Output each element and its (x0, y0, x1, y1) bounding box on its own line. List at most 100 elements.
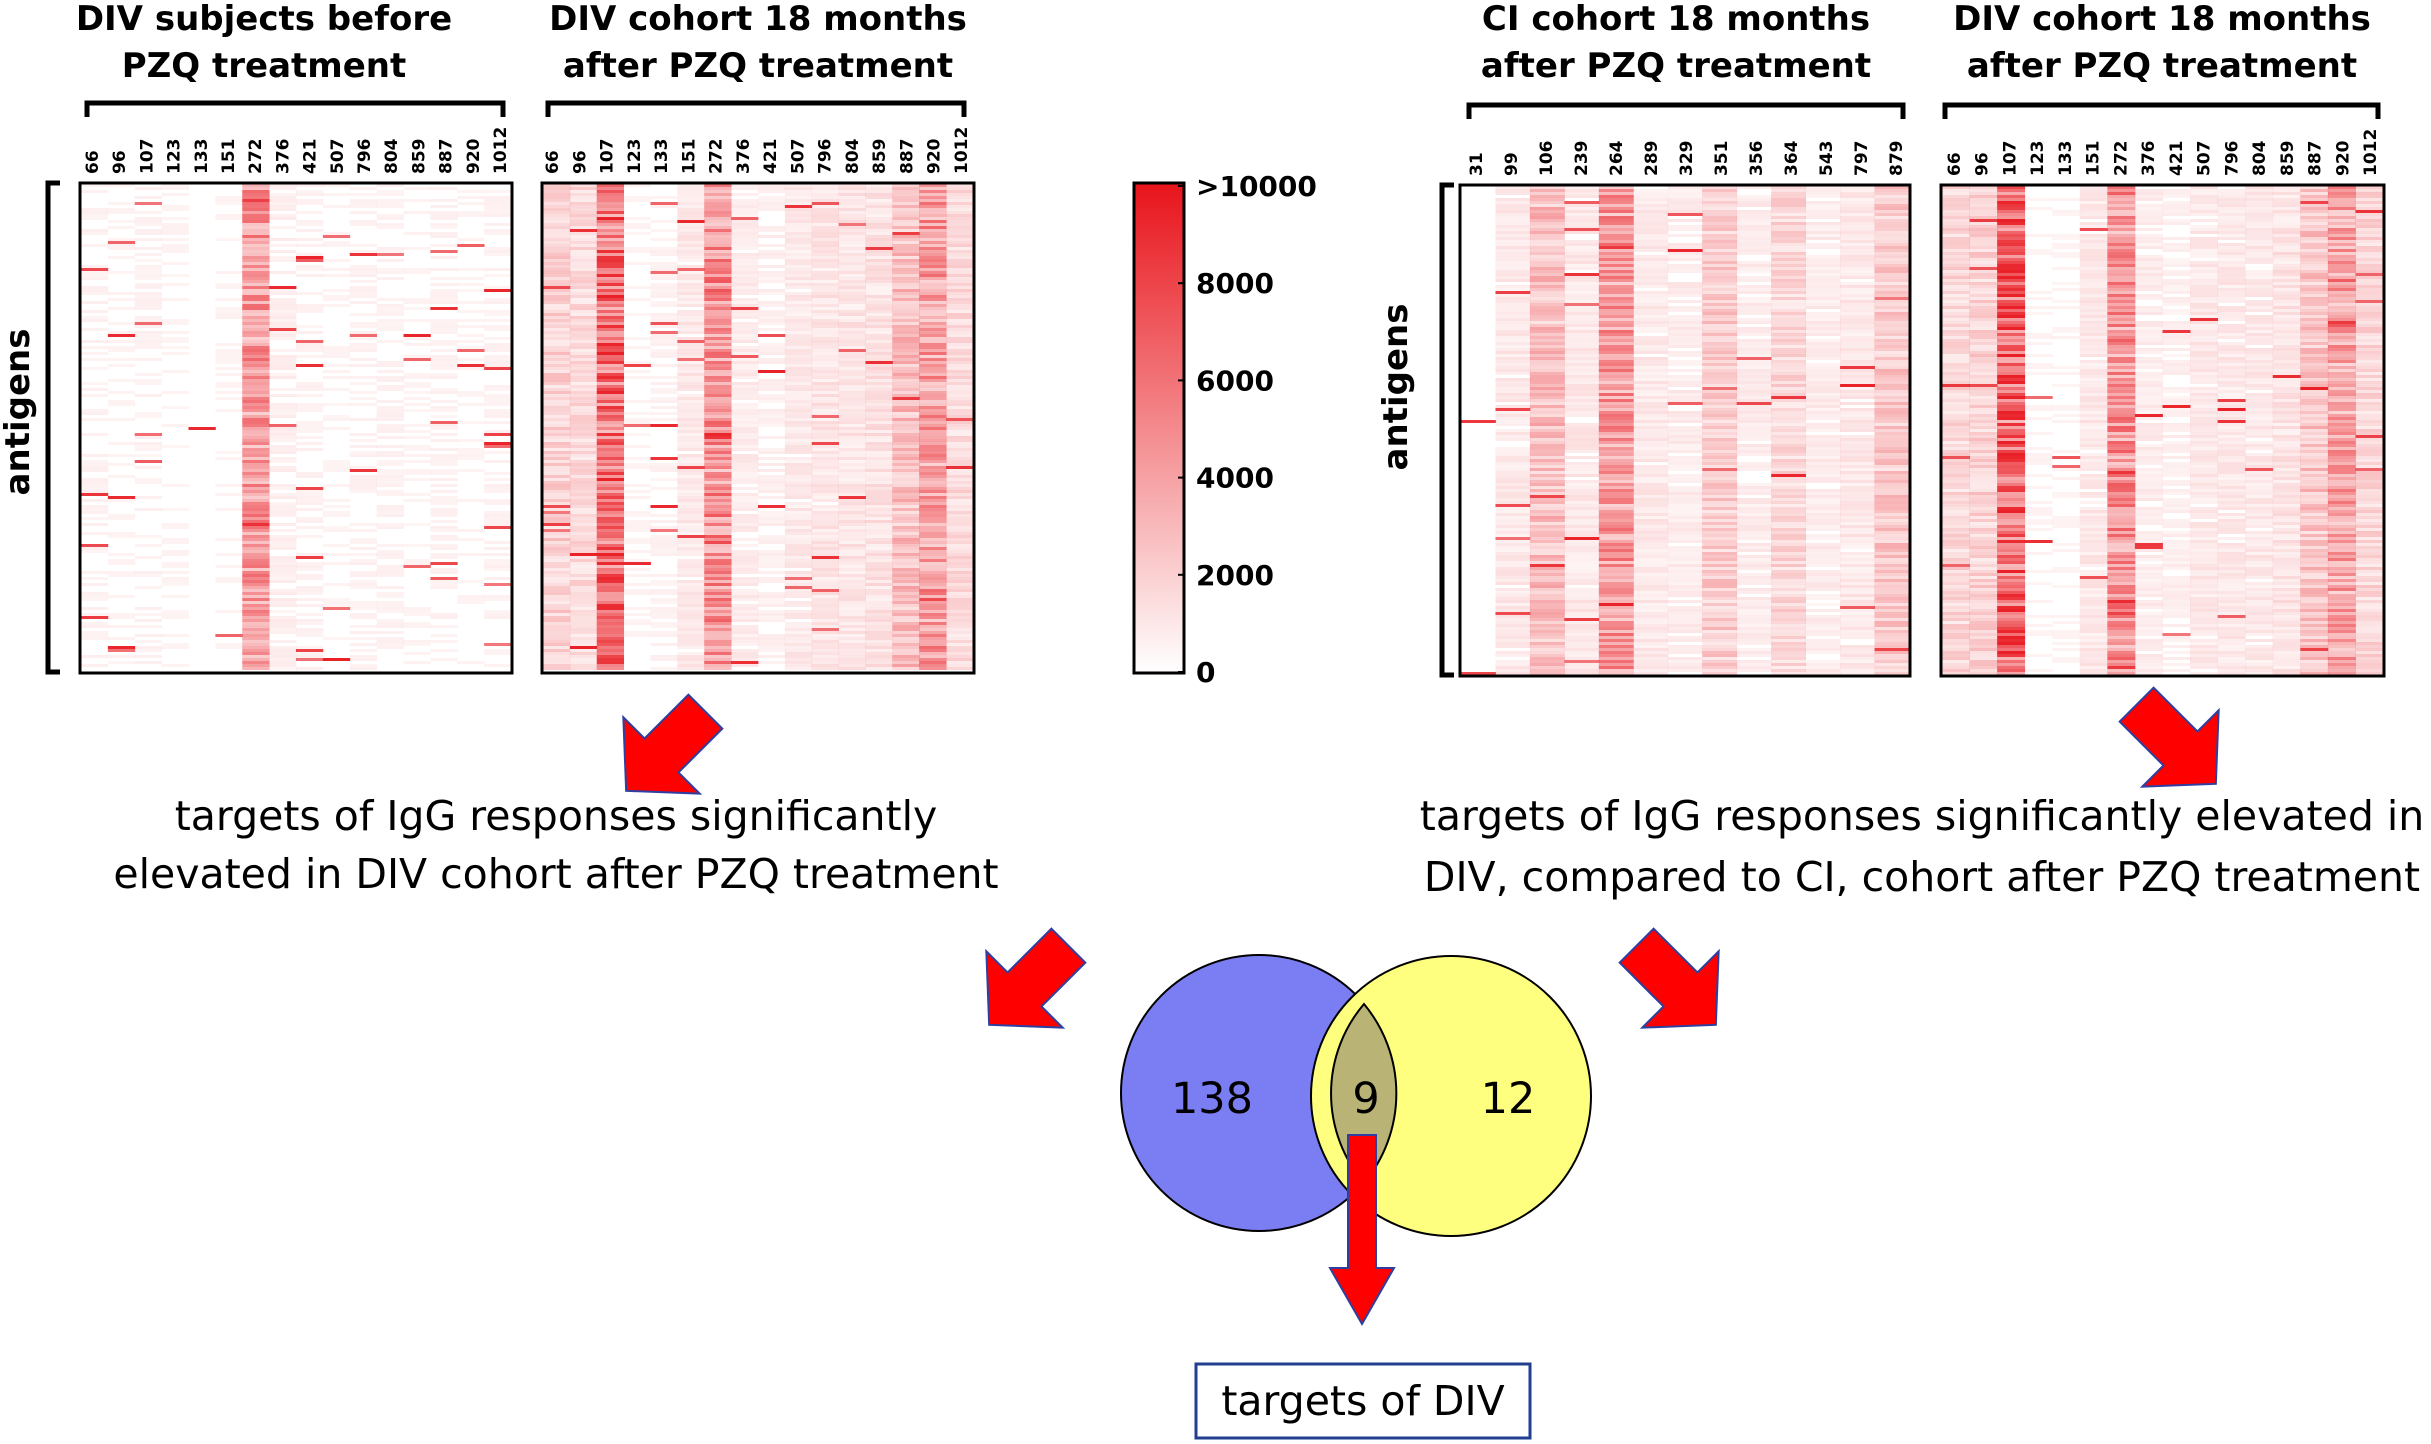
heat-cell (1805, 429, 1841, 432)
heat-cell (349, 250, 378, 253)
heat-cell (838, 448, 866, 451)
heat-cell (296, 655, 324, 658)
heat-cell (865, 544, 893, 547)
heat-cell (1667, 612, 1703, 615)
heat-cell (543, 475, 571, 478)
heat-cell (946, 472, 974, 475)
heat-cell (1805, 327, 1841, 330)
heat-cell (596, 499, 625, 502)
heat-cell (946, 253, 974, 256)
heat-cell (376, 319, 404, 322)
heat-cell (892, 481, 920, 484)
heat-cell (784, 589, 813, 592)
heat-cell (376, 412, 404, 415)
heat-cell (811, 328, 840, 331)
heat-cell (430, 205, 458, 208)
heat-cell (1529, 489, 1565, 492)
heat-cell (596, 523, 625, 526)
heat-cell (1736, 639, 1772, 642)
heat-cell (543, 514, 571, 517)
heat-cell (457, 538, 485, 541)
heat-cell (1495, 309, 1531, 312)
heat-cell (242, 250, 270, 253)
heat-cell (1529, 240, 1565, 243)
heat-cell (946, 484, 974, 487)
heat-cell (1702, 309, 1738, 312)
heat-cell (484, 577, 512, 580)
heat-cell (543, 580, 571, 583)
heat-cell (1667, 321, 1703, 324)
heat-cell (1633, 519, 1669, 522)
heat-cell (1529, 579, 1565, 582)
heat-cell (838, 505, 866, 508)
heat-cell (1564, 642, 1600, 645)
heat-cell (1805, 537, 1841, 540)
heat-cell (296, 589, 324, 592)
heat-cell (543, 274, 571, 277)
heat-cell (865, 508, 893, 511)
heat-cell (731, 499, 759, 502)
heat-cell (1667, 639, 1703, 642)
heat-cell (1771, 417, 1807, 420)
heat-cell (81, 265, 109, 268)
heat-cell (1667, 600, 1703, 603)
heat-cell (704, 589, 732, 592)
heat-cell (1495, 507, 1531, 510)
heat-cell (892, 229, 920, 232)
heat-cell (865, 400, 893, 403)
heat-cell (1529, 609, 1565, 612)
heat-cell (811, 649, 840, 652)
heat-cell (1529, 432, 1565, 435)
heat-cell (1702, 399, 1738, 402)
heat-cell (1771, 249, 1807, 252)
heat-cell (1667, 402, 1703, 405)
heat-cell (484, 520, 512, 523)
heat-cell (865, 565, 893, 568)
heat-cell (650, 331, 678, 334)
heat-cell (1564, 249, 1600, 252)
heat-cell (1805, 570, 1841, 573)
heat-cell (430, 373, 458, 376)
heat-cell (1667, 579, 1703, 582)
heat-cell (838, 208, 866, 211)
heat-cell (731, 448, 759, 451)
heat-cell (865, 292, 893, 295)
heat-cell (1805, 255, 1841, 258)
heat-cell (269, 364, 297, 367)
heat-cell (484, 385, 512, 388)
heat-cell (1564, 624, 1600, 627)
heat-cell (731, 283, 759, 286)
heat-cell (1598, 576, 1634, 579)
heat-cell (784, 436, 813, 439)
heat-cell (946, 334, 974, 337)
heat-cell (731, 247, 759, 250)
heat-cell (1736, 591, 1772, 594)
heat-cell (1805, 564, 1841, 567)
heat-cell (919, 640, 947, 643)
heat-cell (543, 211, 571, 214)
heat-cell (569, 301, 598, 304)
heat-cell (81, 598, 109, 601)
heat-cell (1529, 300, 1565, 303)
heat-cell (704, 598, 732, 601)
heat-cell (919, 607, 947, 610)
heat-cell (376, 193, 404, 196)
heat-cell (596, 295, 625, 298)
heat-cell (704, 313, 732, 316)
heat-cell (1702, 429, 1738, 432)
heat-cell (484, 301, 512, 304)
heat-cell (704, 187, 732, 190)
heat-cell (1495, 261, 1531, 264)
heat-cell (296, 388, 324, 391)
heat-cell (242, 277, 270, 280)
heat-cell (1771, 546, 1807, 549)
heatmap-3-column-label: 264 (1607, 140, 1627, 176)
heat-cell (161, 634, 189, 637)
heat-cell (596, 244, 625, 247)
heat-cell (811, 661, 840, 664)
heat-cell (758, 277, 786, 280)
heat-cell (838, 514, 866, 517)
heat-cell (596, 667, 625, 670)
heat-cell (1805, 579, 1841, 582)
heat-cell (811, 343, 840, 346)
